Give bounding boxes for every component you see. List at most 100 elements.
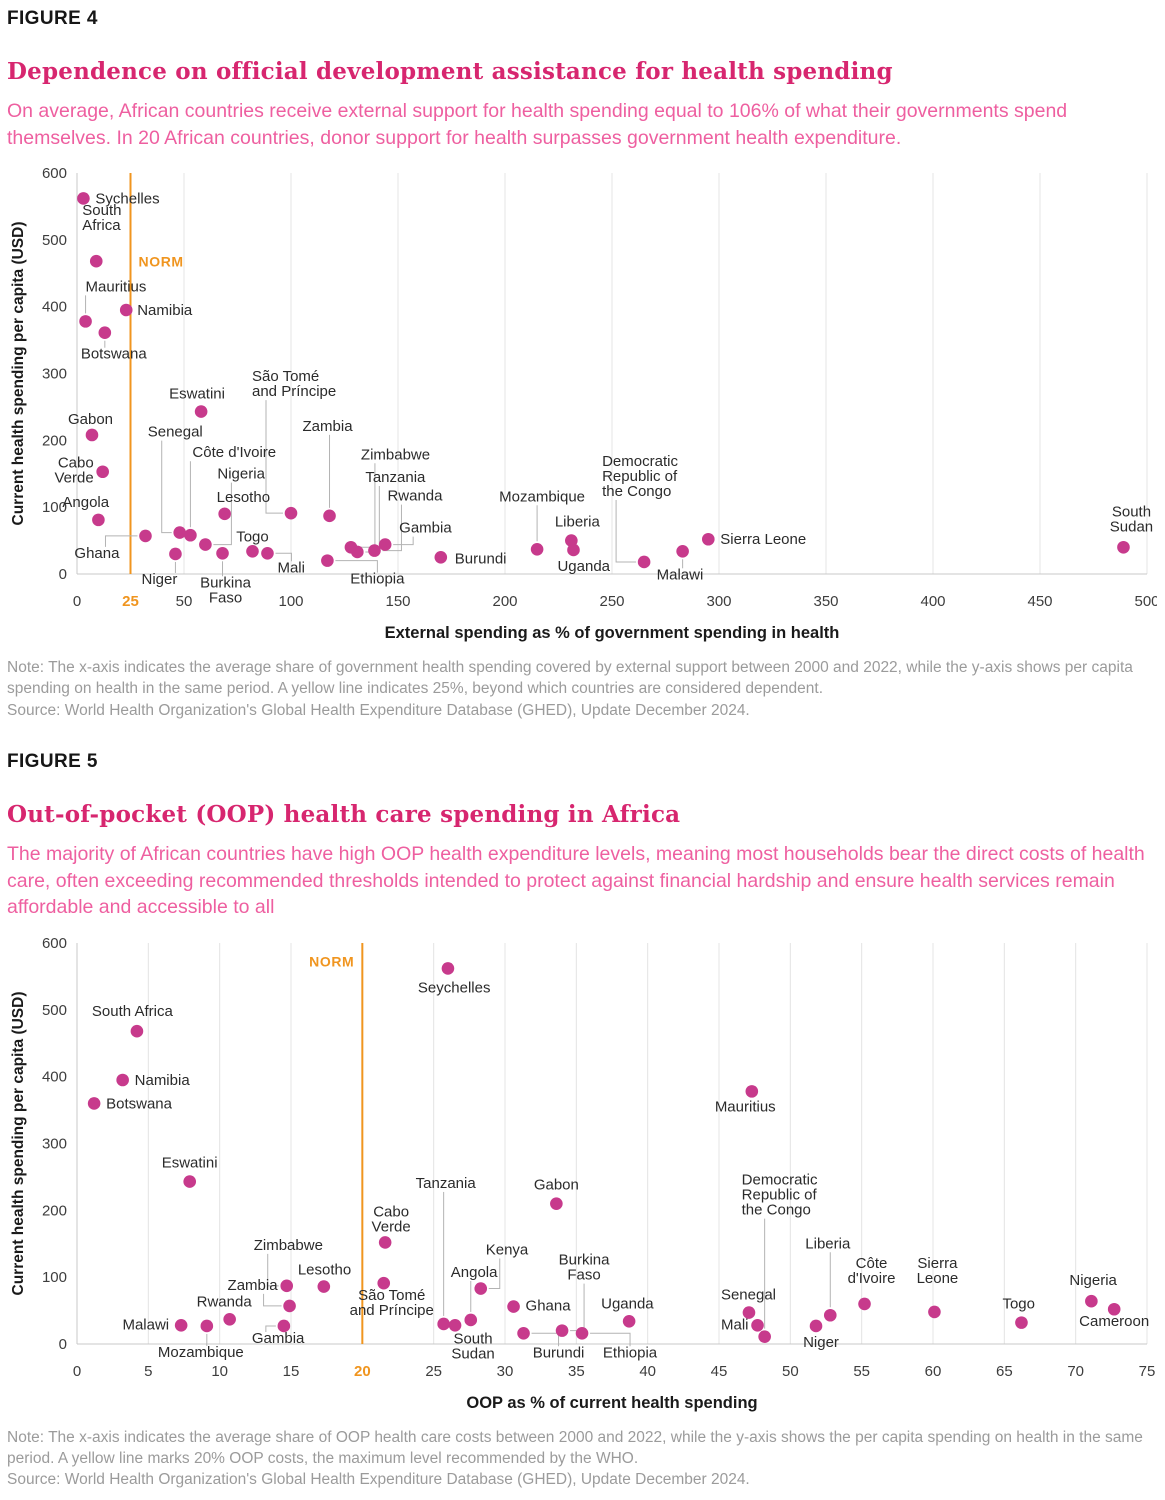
point-label-togo: Togo xyxy=(236,528,269,545)
figure-4-scatter-chart: NORM 0 25 50 100 150 200 250 300 350 400 450 500 0 100… xyxy=(10,165,1157,642)
data-point-mauritius xyxy=(745,1084,759,1098)
figure-5-title: Out-of-pocket (OOP) health care spending… xyxy=(7,801,681,829)
point-label-democratic-republic-of-the-congo: Democratic Republic of the Congo xyxy=(742,1171,818,1218)
point-label-ghana: Ghana xyxy=(526,1297,572,1314)
data-point-angola xyxy=(92,513,105,527)
data-point-mozambique xyxy=(200,1319,214,1332)
y-axis-title: Current health spending per capita (USD) xyxy=(10,991,27,1295)
point-label-s-o-tom-and-pr-ncipe: São Tomé and Príncipe xyxy=(252,368,336,400)
point-label-namibia: Namibia xyxy=(135,1072,191,1089)
data-point-cabo-verde xyxy=(378,1235,392,1249)
point-label-nigeria: Nigeria xyxy=(1069,1272,1117,1289)
x-tick-label: 30 xyxy=(497,1363,514,1380)
data-point-sierra-leone xyxy=(702,532,715,546)
point-label-c-te-d-ivoire: Côte d'Ivoire xyxy=(192,444,276,461)
x-tick-label: 65 xyxy=(996,1363,1013,1380)
figure-4-subtitle: On average, African countries receive ex… xyxy=(7,100,1068,149)
x-tick-label: 350 xyxy=(813,593,838,610)
data-point-mauritius xyxy=(79,315,92,328)
x-tick-label: 20 xyxy=(354,1363,371,1380)
data-point-uganda xyxy=(622,1314,636,1328)
point-label-gabon: Gabon xyxy=(534,1176,579,1193)
data-point-s-o-tom-and-pr-ncipe xyxy=(377,1276,391,1290)
point-label-ethiopia: Ethiopia xyxy=(603,1344,658,1361)
y-tick-label: 500 xyxy=(42,232,67,249)
leader-line xyxy=(615,500,637,563)
leader-line xyxy=(393,536,414,546)
y-tick-label: 200 xyxy=(42,1202,67,1219)
point-label-tanzania: Tanzania xyxy=(365,469,426,486)
point-label-gambia: Gambia xyxy=(399,520,452,537)
point-label-kenya: Kenya xyxy=(486,1241,529,1258)
point-label-ghana: Ghana xyxy=(74,545,120,562)
data-point-mali xyxy=(261,547,274,560)
figure-5-subtitle: The majority of African countries have h… xyxy=(7,843,1145,919)
x-tick-label: 25 xyxy=(122,593,139,610)
data-point-namibia xyxy=(116,1073,129,1087)
x-tick-label: 150 xyxy=(385,593,410,610)
data-point-nigeria xyxy=(1085,1294,1098,1308)
point-label-namibia: Namibia xyxy=(137,302,193,319)
x-tick-label: 250 xyxy=(599,593,624,610)
leader-line xyxy=(267,1253,279,1287)
y-tick-label: 200 xyxy=(42,432,67,449)
point-label-gabon: Gabon xyxy=(68,411,113,428)
norm-label: NORM xyxy=(139,254,184,270)
data-point-namibia xyxy=(119,303,133,317)
point-label-cameroon: Cameroon xyxy=(1079,1313,1149,1330)
point-label-cabo-verde: Cabo Verde xyxy=(54,455,93,487)
x-tick-label: 35 xyxy=(568,1363,585,1380)
y-tick-label: 0 xyxy=(59,1336,67,1353)
point-label-gambia: Gambia xyxy=(252,1330,305,1347)
data-point-c-te-d-ivoire xyxy=(858,1297,871,1310)
point-label-lesotho: Lesotho xyxy=(217,489,270,506)
data-point-liberia xyxy=(823,1308,837,1322)
y-axis-title: Current health spending per capita (USD) xyxy=(10,222,27,526)
data-point-niger xyxy=(809,1319,823,1332)
x-tick-label: 50 xyxy=(782,1363,799,1380)
y-tick-label: 600 xyxy=(42,935,67,952)
data-point-mali xyxy=(751,1318,764,1332)
leader-line xyxy=(335,560,378,573)
y-tick-label: 100 xyxy=(42,499,67,516)
point-label-zimbabwe: Zimbabwe xyxy=(361,446,430,463)
data-point-niger xyxy=(169,547,182,561)
data-point-seychelles xyxy=(441,961,455,975)
y-tick-label: 100 xyxy=(42,1269,67,1286)
leader-line xyxy=(570,1283,585,1331)
point-label-niger: Niger xyxy=(803,1334,839,1351)
x-tick-label: 300 xyxy=(706,593,731,610)
data-point-eswatini xyxy=(194,405,208,418)
figure-4-section: FIGURE 4 Dependence on official developm… xyxy=(7,8,1158,721)
point-label-niger: Niger xyxy=(142,571,178,588)
point-label-botswana: Botswana xyxy=(81,346,148,363)
figure-4-note: Note: The x-axis indicates the average s… xyxy=(7,659,1133,698)
x-axis-title: External spending as % of government spe… xyxy=(385,624,840,642)
data-point-zimbabwe xyxy=(280,1279,294,1292)
data-point-burundi xyxy=(517,1326,530,1340)
data-point-c-te-d-ivoire xyxy=(184,528,197,542)
leader-line xyxy=(213,482,232,546)
data-point-burkina-faso xyxy=(216,547,229,560)
x-tick-label: 15 xyxy=(283,1363,300,1380)
data-point-tanzania xyxy=(351,545,364,559)
point-label-uganda: Uganda xyxy=(557,558,610,575)
y-tick-label: 400 xyxy=(42,1068,67,1085)
data-point-kenya xyxy=(474,1281,488,1295)
data-point-tanzania xyxy=(437,1317,450,1330)
point-label-senegal: Senegal xyxy=(148,424,203,441)
leader-line xyxy=(275,552,292,562)
data-point-sierra-leone xyxy=(928,1305,941,1318)
point-label-mozambique: Mozambique xyxy=(499,488,585,505)
point-label-mali: Mali xyxy=(277,559,305,576)
point-label-south-africa: South Africa xyxy=(82,202,121,234)
x-tick-label: 60 xyxy=(925,1363,942,1380)
data-point-south-africa xyxy=(89,254,103,268)
data-point-ghana xyxy=(139,529,152,543)
data-point-senegal xyxy=(173,526,187,539)
x-tick-label: 400 xyxy=(920,593,945,610)
leader-line xyxy=(488,1258,501,1289)
point-label-liberia: Liberia xyxy=(805,1235,851,1252)
figure-4-title: Dependence on official development assis… xyxy=(7,58,893,85)
data-point-malawi xyxy=(676,545,689,558)
